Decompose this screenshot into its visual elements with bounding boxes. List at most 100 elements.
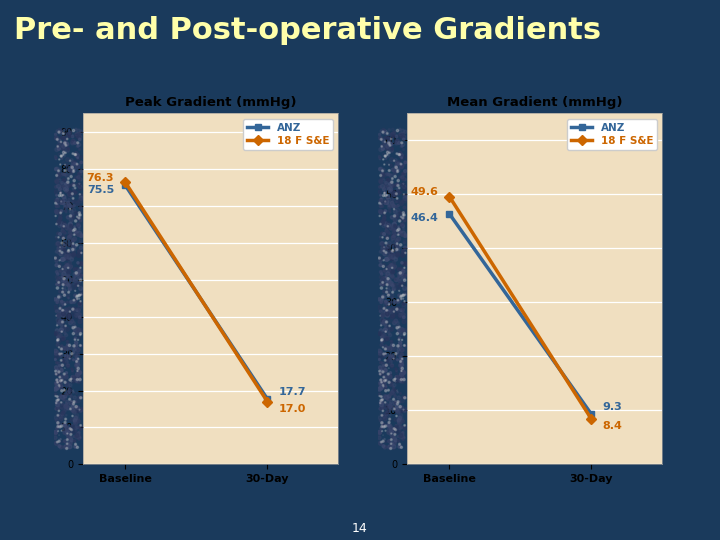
Point: [389, 166, 400, 174]
Point: [58, 311, 69, 320]
Point: [56, 273, 68, 281]
Point: [53, 394, 65, 402]
Line: 18 F S&E: 18 F S&E: [446, 193, 595, 422]
Point: [388, 259, 400, 267]
Point: [383, 139, 395, 147]
Point: [71, 173, 83, 181]
Point: [392, 180, 403, 188]
Point: [62, 254, 73, 262]
Point: [383, 392, 395, 401]
Point: [55, 152, 67, 160]
Point: [378, 414, 390, 422]
Point: [386, 236, 397, 245]
Point: [384, 411, 396, 420]
Point: [58, 233, 70, 242]
Point: [381, 393, 392, 402]
Point: [377, 332, 388, 341]
Point: [377, 242, 389, 251]
Point: [390, 181, 402, 190]
Point: [380, 297, 392, 306]
Point: [390, 222, 401, 231]
Point: [375, 145, 387, 154]
Point: [391, 137, 402, 146]
Point: [388, 182, 400, 191]
Point: [68, 432, 80, 441]
Title: Mean Gradient (mmHg): Mean Gradient (mmHg): [447, 97, 622, 110]
Point: [394, 217, 405, 225]
Point: [383, 418, 395, 427]
Point: [384, 249, 396, 258]
Point: [55, 381, 67, 390]
Point: [387, 307, 399, 316]
Point: [74, 211, 86, 219]
Point: [62, 341, 73, 349]
Point: [399, 249, 410, 258]
Point: [55, 133, 67, 142]
Point: [66, 212, 78, 220]
Point: [391, 405, 402, 414]
Point: [382, 219, 394, 227]
Point: [377, 335, 388, 343]
Point: [59, 426, 71, 435]
Point: [397, 173, 408, 181]
Point: [390, 255, 402, 264]
Point: [399, 394, 410, 402]
Point: [388, 202, 400, 211]
Point: [63, 242, 75, 251]
Point: [383, 443, 395, 452]
Point: [73, 247, 85, 256]
Point: [61, 337, 73, 346]
Point: [62, 261, 73, 270]
Point: [60, 137, 71, 146]
Point: [386, 156, 397, 164]
Point: [75, 392, 86, 401]
Point: [58, 344, 69, 353]
Point: [381, 409, 392, 417]
Point: [387, 246, 398, 254]
Point: [66, 437, 77, 446]
Point: [399, 208, 410, 217]
Point: [374, 355, 385, 364]
Point: [50, 370, 62, 379]
Point: [67, 411, 78, 420]
Point: [51, 276, 63, 285]
Point: [374, 165, 385, 173]
Point: [392, 239, 403, 248]
Point: [60, 442, 72, 451]
Point: [383, 160, 395, 169]
Point: [391, 368, 402, 377]
Point: [68, 242, 80, 251]
Point: [391, 253, 402, 262]
Point: [377, 166, 389, 174]
Point: [61, 440, 73, 448]
Point: [73, 310, 85, 319]
Point: [390, 202, 402, 211]
Point: [56, 366, 68, 374]
Point: [50, 390, 61, 399]
Point: [382, 269, 394, 278]
Point: [65, 346, 76, 354]
Point: [397, 161, 409, 170]
Point: [382, 142, 393, 151]
Point: [374, 303, 385, 312]
Point: [65, 240, 76, 248]
Point: [53, 370, 64, 379]
Point: [53, 155, 65, 164]
Point: [390, 212, 402, 220]
Point: [382, 191, 393, 200]
Point: [385, 337, 397, 346]
Point: [59, 437, 71, 445]
Point: [397, 213, 409, 222]
Point: [382, 148, 394, 157]
Point: [69, 416, 81, 424]
Point: [392, 213, 403, 221]
Point: [74, 145, 86, 154]
Point: [58, 148, 69, 157]
Point: [386, 280, 397, 289]
Point: [383, 345, 395, 354]
Point: [379, 318, 390, 326]
Point: [52, 410, 63, 418]
Point: [51, 191, 63, 200]
Point: [73, 403, 84, 412]
Point: [393, 291, 405, 300]
